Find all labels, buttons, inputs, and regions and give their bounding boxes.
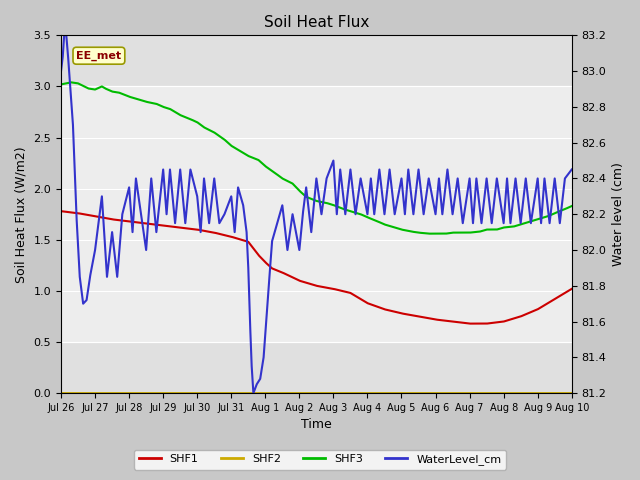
Legend: SHF1, SHF2, SHF3, WaterLevel_cm: SHF1, SHF2, SHF3, WaterLevel_cm: [134, 450, 506, 469]
Y-axis label: Water level (cm): Water level (cm): [612, 162, 625, 266]
Text: EE_met: EE_met: [76, 50, 122, 61]
X-axis label: Time: Time: [301, 419, 332, 432]
Y-axis label: Soil Heat Flux (W/m2): Soil Heat Flux (W/m2): [15, 146, 28, 283]
Title: Soil Heat Flux: Soil Heat Flux: [264, 15, 369, 30]
Bar: [61, 86, 572, 342]
